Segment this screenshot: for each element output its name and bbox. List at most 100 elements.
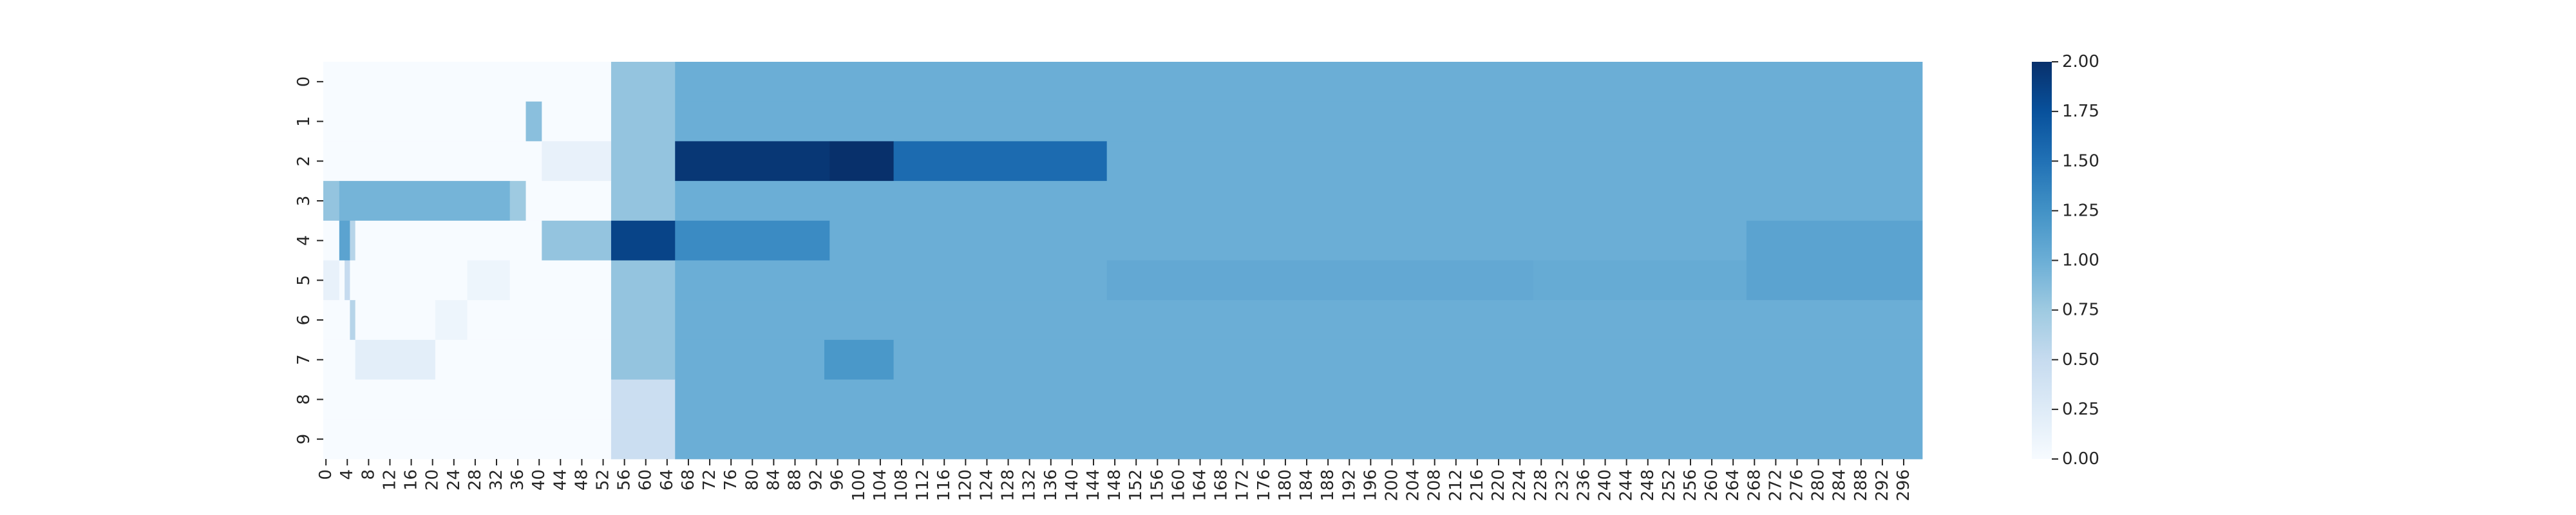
y-tick-label: 1	[294, 116, 314, 127]
x-tick-label: 280	[1809, 469, 1828, 501]
heatmap-cell	[893, 339, 1923, 380]
x-tick-label: 8	[359, 469, 378, 480]
heatmap-cell	[1106, 141, 1923, 182]
x-tick-label: 80	[743, 469, 762, 491]
x-tick-label: 284	[1830, 469, 1850, 501]
heatmap-cell	[350, 220, 356, 261]
colorbar-tick-label: 0.75	[2062, 301, 2099, 320]
heatmap-cell	[675, 339, 825, 380]
y-tick-label: 6	[294, 315, 314, 326]
x-tick-label: 44	[551, 469, 570, 491]
heatmap-cell	[611, 181, 676, 221]
heatmap-cell	[1746, 220, 1923, 261]
heatmap-cell	[611, 339, 676, 380]
x-axis: 0 4 8 12 16 20 24 28 32 36 40 44 48 52 56 60 64 68 72 76 80 8…	[316, 459, 1913, 501]
x-tick-label: 228	[1531, 469, 1551, 501]
heatmap-cell	[323, 419, 612, 460]
heatmap-cell	[675, 260, 1108, 301]
colorbar-tick-label: 0.50	[2062, 350, 2099, 370]
x-tick-label: 92	[807, 469, 826, 491]
x-tick-label: 244	[1617, 469, 1636, 501]
heatmap-cell	[611, 220, 676, 261]
x-tick-label: 224	[1510, 469, 1530, 501]
heatmap-cell	[435, 300, 468, 341]
y-tick-label: 7	[294, 354, 314, 365]
x-tick-label: 272	[1766, 469, 1785, 501]
x-tick-label: 152	[1126, 469, 1146, 501]
x-tick-label: 236	[1574, 469, 1593, 501]
x-tick-label: 252	[1660, 469, 1679, 501]
x-tick-label: 96	[828, 469, 848, 491]
heatmap-cell	[509, 181, 526, 221]
heatmap-cell	[355, 300, 436, 341]
x-tick-label: 296	[1894, 469, 1913, 501]
x-tick-label: 276	[1787, 469, 1806, 501]
y-tick-label: 2	[294, 156, 314, 167]
heatmap-cell	[323, 101, 526, 142]
heatmap-cell	[1533, 260, 1747, 301]
colorbar-tick-label: 2.00	[2062, 52, 2099, 71]
y-tick-label: 9	[294, 434, 314, 445]
heatmap-cell	[435, 339, 612, 380]
x-tick-label: 76	[721, 469, 741, 491]
x-tick-label: 200	[1382, 469, 1401, 501]
x-tick-label: 108	[892, 469, 911, 501]
x-tick-label: 184	[1297, 469, 1316, 501]
heatmap-cell	[611, 141, 676, 182]
colorbar: 0.00 0.25 0.50 0.75 1.00 1.25 1.50 1.75 2.00	[2032, 52, 2099, 469]
colorbar-tick-label: 0.00	[2062, 449, 2099, 469]
x-tick-label: 180	[1276, 469, 1295, 501]
x-tick-label: 24	[444, 469, 464, 491]
x-tick-label: 132	[1020, 469, 1039, 501]
x-tick-label: 212	[1446, 469, 1466, 501]
x-tick-label: 292	[1873, 469, 1892, 501]
x-tick-label: 268	[1745, 469, 1764, 501]
x-tick-label: 56	[615, 469, 634, 491]
heatmap-cell	[675, 101, 1923, 142]
x-tick-label: 120	[956, 469, 975, 501]
heatmap-cell	[323, 300, 350, 341]
y-tick-label: 8	[294, 394, 314, 405]
heatmap-cell	[824, 339, 895, 380]
heatmap-cell	[611, 379, 676, 420]
x-tick-label: 4	[337, 469, 357, 480]
heatmap-cell	[467, 300, 612, 341]
heatmap-cell	[611, 260, 676, 301]
heatmap-cell	[526, 101, 542, 142]
x-tick-label: 208	[1425, 469, 1444, 501]
x-tick-label: 232	[1553, 469, 1572, 501]
heatmap-cell	[675, 141, 830, 182]
x-tick-label: 196	[1361, 469, 1380, 501]
y-tick-label: 5	[294, 275, 314, 286]
x-tick-label: 192	[1340, 469, 1359, 501]
heatmap-cell	[339, 260, 345, 301]
heatmap-cell	[345, 260, 350, 301]
x-tick-label: 240	[1596, 469, 1615, 501]
heatmap-cell	[542, 220, 612, 261]
y-tick-label: 3	[294, 196, 314, 207]
x-tick-label: 164	[1191, 469, 1210, 501]
heatmap-cell	[893, 141, 1108, 182]
y-tick-label: 0	[294, 77, 314, 88]
heatmap-cell	[339, 220, 350, 261]
x-tick-label: 100	[849, 469, 869, 501]
x-tick-label: 144	[1084, 469, 1103, 501]
x-tick-label: 128	[999, 469, 1018, 501]
heatmap-cell	[526, 181, 612, 221]
heatmap-cell	[1746, 260, 1923, 301]
heatmap-cell	[339, 181, 511, 221]
heatmap-cell	[611, 300, 676, 341]
x-tick-label: 248	[1638, 469, 1658, 501]
heatmap-cell	[675, 181, 1923, 221]
x-tick-label: 176	[1255, 469, 1274, 501]
heatmap-cell	[355, 339, 436, 380]
x-tick-label: 148	[1105, 469, 1124, 501]
x-tick-label: 136	[1041, 469, 1061, 501]
x-tick-label: 116	[934, 469, 954, 501]
x-tick-label: 172	[1233, 469, 1253, 501]
heatmap-cell	[509, 260, 612, 301]
x-tick-label: 64	[658, 469, 677, 491]
x-tick-label: 48	[572, 469, 591, 491]
colorbar-tick-label: 1.00	[2062, 251, 2099, 270]
